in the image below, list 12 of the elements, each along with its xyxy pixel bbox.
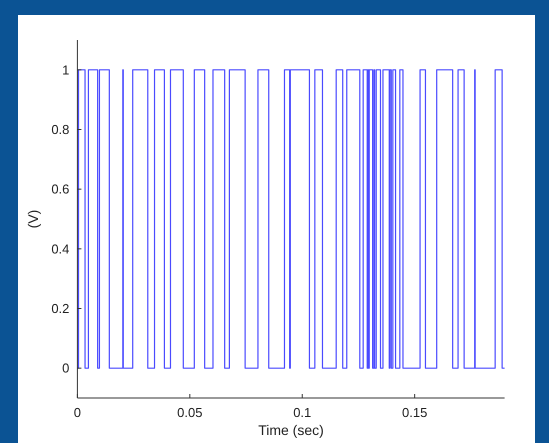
y-tick-label: 1 bbox=[62, 62, 70, 78]
y-tick-label: 0.8 bbox=[51, 122, 70, 137]
y-tick-label: 0.2 bbox=[51, 301, 70, 316]
x-tick-label: 0.1 bbox=[293, 405, 312, 420]
x-tick-label: 0.15 bbox=[402, 405, 428, 420]
y-tick-label: 0.6 bbox=[51, 182, 70, 197]
y-tick-label: 0.4 bbox=[51, 241, 70, 256]
y-axis-title: (V) bbox=[25, 210, 41, 228]
x-tick-label: 0.05 bbox=[177, 405, 202, 420]
x-tick-label: 0 bbox=[74, 405, 82, 420]
y-tick-label: 0 bbox=[62, 360, 70, 376]
x-axis-title: Time (sec) bbox=[258, 422, 324, 438]
